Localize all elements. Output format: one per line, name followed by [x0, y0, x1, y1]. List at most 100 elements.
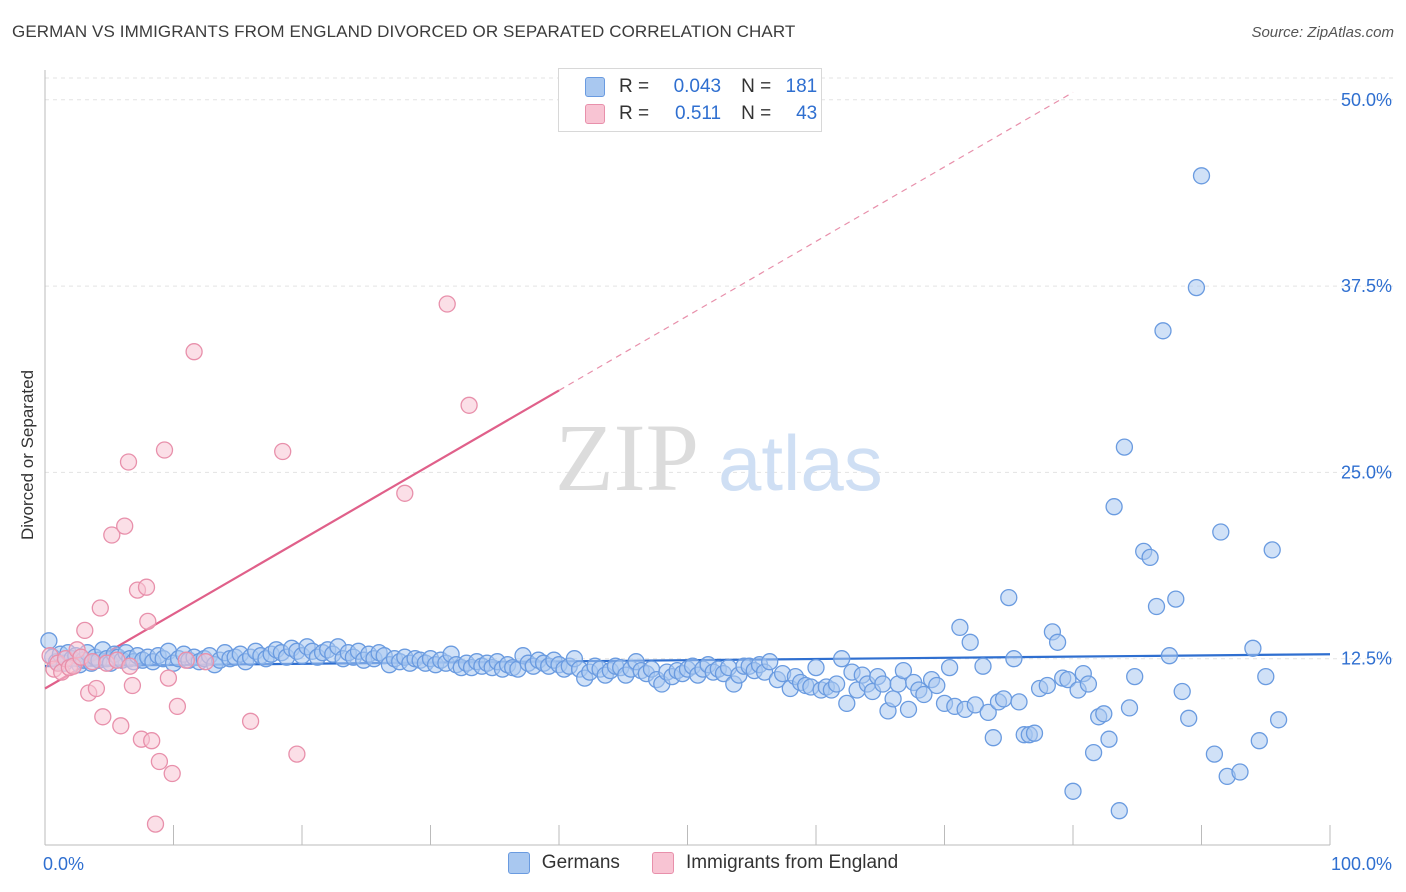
germans-point	[1064, 782, 1082, 800]
germans-point	[1167, 590, 1185, 608]
germans-point	[994, 690, 1013, 708]
england-point	[288, 745, 306, 763]
england-point	[185, 343, 203, 361]
germans-point	[894, 661, 913, 680]
germans-point	[1038, 676, 1056, 695]
england-point	[274, 442, 292, 461]
germans-point	[899, 700, 918, 719]
germans-point	[838, 694, 856, 713]
england-point	[396, 484, 414, 502]
germans-point	[1263, 541, 1281, 559]
germans-point	[1173, 682, 1191, 701]
germans-point	[1250, 732, 1268, 750]
england-point	[177, 651, 195, 669]
germans-point	[807, 658, 825, 677]
legend-r-label: R =	[619, 76, 650, 97]
legend-label-germans: Germans	[541, 852, 620, 873]
germans-point	[966, 696, 984, 714]
england-point	[438, 295, 456, 313]
legend-row-germans: R = 0.043 N = 181	[585, 75, 817, 99]
stats-legend: R = 0.043 N = 181 R = 0.511 N = 43	[558, 68, 822, 132]
germans-point	[984, 729, 1002, 747]
england-point	[196, 653, 215, 671]
legend-swatch-england	[585, 104, 605, 124]
england-trend-line	[44, 389, 560, 690]
germans-point	[1105, 498, 1123, 516]
germans-point	[1115, 438, 1134, 456]
germans-point	[1160, 647, 1179, 665]
england-point	[112, 717, 130, 735]
germans-point	[979, 703, 997, 722]
germans-point	[1084, 743, 1103, 762]
watermark: ZIP atlas	[555, 404, 883, 511]
germans-point	[1269, 711, 1288, 729]
watermark-zip: ZIP	[555, 404, 699, 511]
england-point	[116, 517, 134, 535]
england-point	[121, 657, 139, 675]
x-tick-label-max: 100.0%	[1331, 854, 1392, 874]
germans-point	[915, 685, 933, 704]
england-point	[168, 697, 187, 716]
chart-title: GERMAN VS IMMIGRANTS FROM ENGLAND DIVORC…	[12, 22, 796, 41]
england-point	[94, 708, 112, 726]
germans-point	[833, 650, 851, 668]
germans-point	[1257, 667, 1275, 686]
england-point	[150, 752, 169, 771]
y-axis-label: Divorced or Separated	[18, 369, 37, 541]
england-point	[103, 526, 121, 544]
germans-point	[761, 653, 779, 671]
germans-point	[40, 632, 58, 650]
england-point	[146, 815, 165, 833]
germans-point	[961, 633, 979, 651]
legend-item-england[interactable]: Immigrants from England	[651, 852, 899, 874]
germans-point	[1126, 667, 1144, 686]
germans-point	[1192, 167, 1211, 185]
legend-r-label: R =	[619, 103, 650, 124]
y-tick-label: 37.5%	[1341, 276, 1392, 296]
legend-swatch-germans	[507, 852, 530, 874]
germans-point	[1100, 730, 1118, 748]
germans-point	[1000, 588, 1018, 607]
england-point	[143, 732, 161, 750]
england-trend-line-extension	[558, 91, 1074, 391]
england-point	[137, 578, 156, 596]
germans-point	[1147, 597, 1166, 616]
england-point	[159, 669, 178, 687]
germans-point	[874, 675, 892, 693]
legend-n-value: 181	[785, 76, 818, 97]
legend-label-england: Immigrants from England	[685, 852, 899, 873]
germans-point	[1110, 802, 1128, 820]
england-point	[460, 396, 478, 414]
legend-n-label: N =	[741, 103, 772, 124]
germans-point	[928, 676, 946, 695]
germans-point	[1212, 523, 1230, 541]
legend-n-value: 43	[796, 103, 818, 124]
germans-point	[1120, 699, 1139, 717]
series-legend: Germans Immigrants from England	[0, 852, 1406, 874]
england-point	[87, 679, 106, 698]
legend-n-label: N =	[741, 76, 772, 97]
germans-point	[1154, 322, 1172, 340]
england-point	[83, 653, 102, 671]
germans-point	[951, 618, 969, 637]
x-tick-label-min: 0.0%	[43, 854, 84, 874]
watermark-atlas: atlas	[718, 419, 883, 507]
england-point	[76, 621, 94, 640]
germans-point	[1231, 763, 1249, 781]
england-point	[91, 599, 109, 617]
germans-point	[1180, 709, 1198, 727]
germans-point	[974, 657, 992, 675]
germans-point	[1005, 650, 1023, 668]
legend-r-value: 0.511	[674, 103, 722, 124]
england-point	[139, 612, 157, 631]
legend-swatch-germans	[585, 77, 605, 97]
legend-item-germans[interactable]: Germans	[507, 852, 620, 874]
germans-point	[1244, 639, 1262, 657]
y-tick-label: 25.0%	[1341, 462, 1392, 482]
germans-point	[940, 658, 959, 677]
germans-point	[1010, 693, 1028, 711]
germans-point	[884, 690, 902, 708]
germans-point	[1095, 705, 1113, 723]
england-point	[155, 441, 174, 459]
